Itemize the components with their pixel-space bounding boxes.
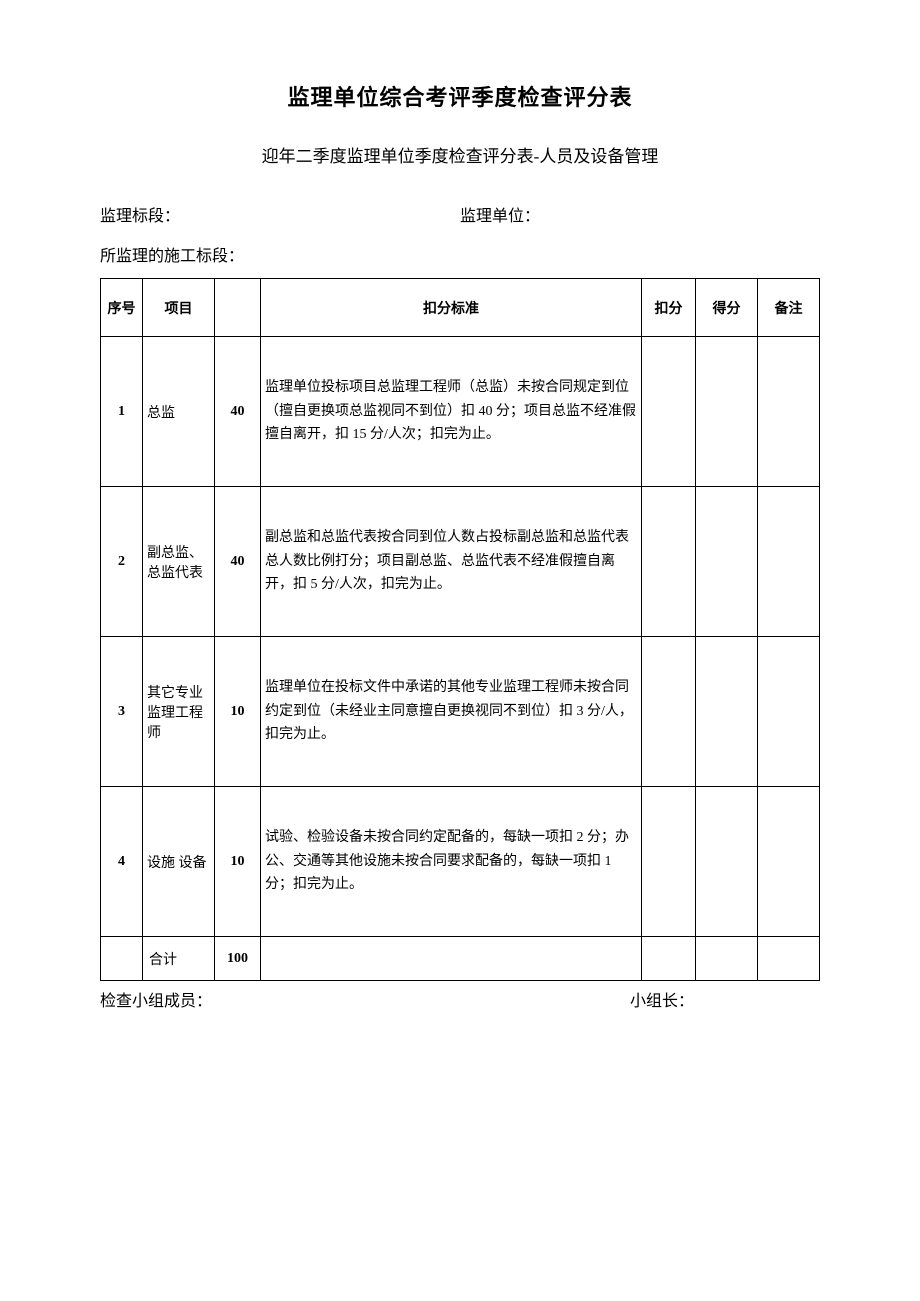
cell-deduct	[642, 787, 696, 937]
cell-weight: 40	[215, 337, 261, 487]
cell-weight: 40	[215, 487, 261, 637]
total-seq	[101, 937, 143, 981]
cell-seq: 2	[101, 487, 143, 637]
leader-label: 小组长：	[630, 987, 820, 1011]
cell-remark	[758, 637, 820, 787]
table-row: 2 副总监、总监代表 40 副总监和总监代表按合同到位人数占投标副总监和总监代表…	[101, 487, 820, 637]
sub-title: 迎年二季度监理单位季度检查评分表-人员及设备管理	[100, 142, 820, 167]
header-score: 得分	[696, 279, 758, 337]
section-label: 监理标段：	[100, 202, 460, 226]
cell-standard: 副总监和总监代表按合同到位人数占投标副总监和总监代表总人数比例打分；项目副总监、…	[261, 487, 642, 637]
cell-remark	[758, 487, 820, 637]
cell-standard: 试验、检验设备未按合同约定配备的，每缺一项扣 2 分；办公、交通等其他设施未按合…	[261, 787, 642, 937]
total-item: 合计	[143, 937, 215, 981]
header-deduct: 扣分	[642, 279, 696, 337]
table-row: 1 总监 40 监理单位投标项目总监理工程师（总监）未按合同规定到位（擅自更换项…	[101, 337, 820, 487]
cell-remark	[758, 787, 820, 937]
table-row: 4 设施 设备 10 试验、检验设备未按合同约定配备的，每缺一项扣 2 分；办公…	[101, 787, 820, 937]
cell-score	[696, 487, 758, 637]
cell-item: 总监	[143, 337, 215, 487]
header-seq: 序号	[101, 279, 143, 337]
cell-seq: 4	[101, 787, 143, 937]
unit-label: 监理单位：	[460, 202, 820, 226]
cell-score	[696, 337, 758, 487]
table-row: 3 其它专业监理工程师 10 监理单位在投标文件中承诺的其他专业监理工程师未按合…	[101, 637, 820, 787]
cell-deduct	[642, 337, 696, 487]
header-remark: 备注	[758, 279, 820, 337]
total-deduct	[642, 937, 696, 981]
cell-deduct	[642, 487, 696, 637]
table-header-row: 序号 项目 扣分标准 扣分 得分 备注	[101, 279, 820, 337]
cell-score	[696, 637, 758, 787]
footer-row: 检查小组成员： 小组长：	[100, 987, 820, 1011]
header-weight	[215, 279, 261, 337]
cell-deduct	[642, 637, 696, 787]
form-row-labels: 监理标段： 监理单位：	[100, 202, 820, 226]
total-score	[696, 937, 758, 981]
cell-remark	[758, 337, 820, 487]
construction-label: 所监理的施工标段：	[100, 242, 820, 266]
header-standard: 扣分标准	[261, 279, 642, 337]
header-item: 项目	[143, 279, 215, 337]
cell-standard: 监理单位在投标文件中承诺的其他专业监理工程师未按合同约定到位（未经业主同意擅自更…	[261, 637, 642, 787]
cell-item: 设施 设备	[143, 787, 215, 937]
total-standard	[261, 937, 642, 981]
cell-weight: 10	[215, 787, 261, 937]
cell-score	[696, 787, 758, 937]
cell-item: 副总监、总监代表	[143, 487, 215, 637]
cell-seq: 1	[101, 337, 143, 487]
main-title: 监理单位综合考评季度检查评分表	[100, 80, 820, 112]
cell-weight: 10	[215, 637, 261, 787]
total-weight: 100	[215, 937, 261, 981]
total-remark	[758, 937, 820, 981]
cell-standard: 监理单位投标项目总监理工程师（总监）未按合同规定到位（擅自更换项总监视同不到位）…	[261, 337, 642, 487]
cell-item: 其它专业监理工程师	[143, 637, 215, 787]
cell-seq: 3	[101, 637, 143, 787]
table-total-row: 合计 100	[101, 937, 820, 981]
scoring-table: 序号 项目 扣分标准 扣分 得分 备注 1 总监 40 监理单位投标项目总监理工…	[100, 278, 820, 981]
members-label: 检查小组成员：	[100, 987, 630, 1011]
